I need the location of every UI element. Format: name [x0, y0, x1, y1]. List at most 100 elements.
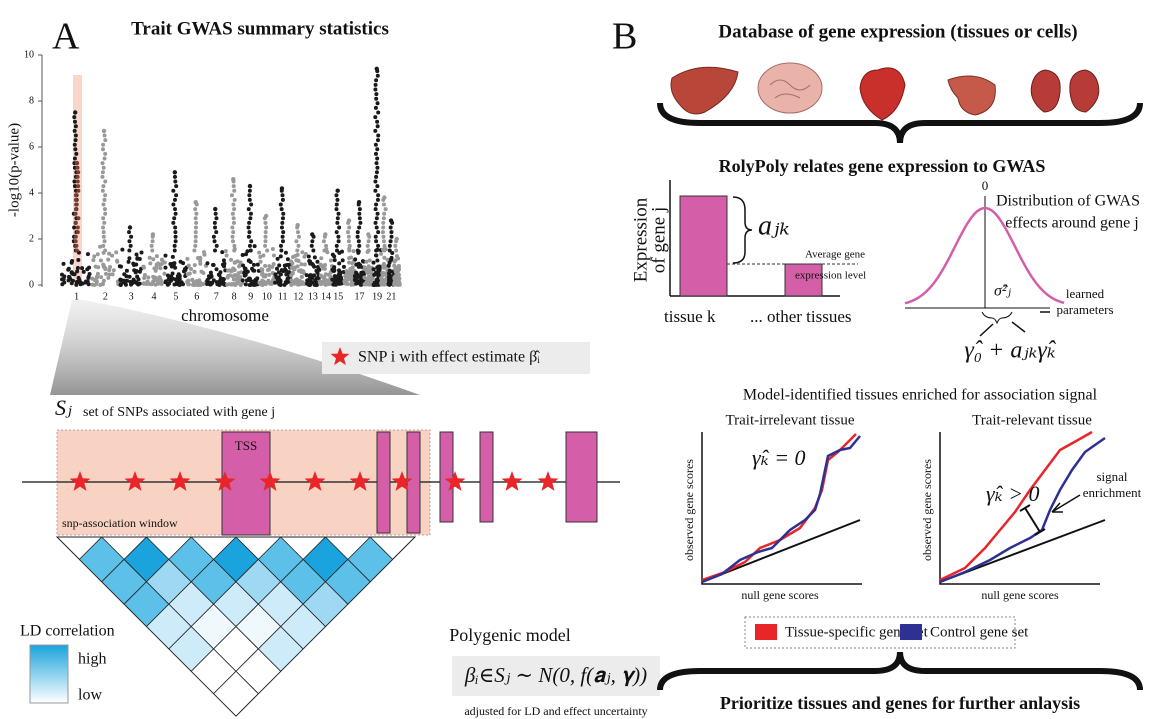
snp-dot: [101, 203, 105, 207]
snp-dot: [213, 221, 217, 225]
snp-dot: [285, 278, 289, 282]
snp-dot: [337, 269, 341, 273]
snp-dot: [376, 230, 380, 234]
snp-dot: [387, 264, 391, 268]
snp-dot: [280, 221, 284, 225]
snp-dot: [375, 278, 379, 282]
snp-dot: [348, 244, 352, 248]
snp-dot: [73, 147, 77, 151]
snp-dot: [74, 207, 78, 211]
snp-dot: [281, 230, 285, 234]
snp-dot: [124, 274, 128, 278]
snp-dot: [173, 266, 177, 270]
snp-dot: [383, 265, 387, 269]
snp-dot: [136, 283, 140, 287]
snp-dot: [103, 180, 107, 184]
snp-dot: [357, 244, 361, 248]
snp-dot: [264, 226, 268, 230]
snp-dot: [252, 263, 256, 267]
snp-dot: [335, 207, 339, 211]
snp-dot: [367, 249, 371, 253]
snp-dot: [94, 282, 98, 286]
snp-dot: [142, 282, 146, 286]
snp-dot: [322, 276, 326, 280]
snp-dot: [77, 276, 81, 280]
snp-dot: [74, 235, 78, 239]
tissue-bar: [680, 196, 727, 296]
snp-dot: [194, 226, 198, 230]
legend-swatch: [755, 624, 777, 640]
snp-dot: [135, 257, 139, 261]
snp-dot: [103, 207, 107, 211]
snp-dot: [347, 261, 351, 265]
snp-dot: [390, 256, 394, 260]
snp-dot: [374, 83, 378, 87]
snp-dot: [163, 266, 167, 270]
snp-dot: [273, 281, 277, 285]
snp-dot: [94, 265, 98, 269]
snp-dot: [86, 276, 90, 280]
y-tick-label: 8: [29, 95, 34, 106]
snp-dot: [102, 230, 106, 234]
snp-dot: [376, 193, 380, 197]
snp-dot: [151, 239, 155, 243]
snp-dot: [248, 198, 252, 202]
peak-snp: [347, 218, 351, 222]
conclusion: Prioritize tissues and genes for further…: [720, 693, 1080, 713]
snp-dot: [233, 260, 237, 264]
snp-dot: [389, 239, 393, 243]
snp-dot: [324, 272, 328, 276]
snp-dot: [281, 198, 285, 202]
snp-dot: [389, 230, 393, 234]
snp-dot: [74, 221, 78, 225]
snp-dot: [76, 166, 80, 170]
snp-dot: [74, 138, 78, 142]
snp-dot: [76, 226, 80, 230]
snp-dot: [146, 275, 150, 279]
snp-dot: [382, 212, 386, 216]
snp-dot: [232, 244, 236, 248]
snp-dot: [388, 244, 392, 248]
snp-dot: [76, 180, 80, 184]
peak-snp: [213, 207, 217, 211]
snp-dot: [76, 170, 80, 174]
kidney-icon: [1031, 70, 1060, 112]
snp-dot: [230, 282, 234, 286]
section-title: RolyPoly relates gene expression to GWAS: [719, 156, 1046, 176]
average-label: expression level: [795, 270, 866, 282]
snp-dot: [337, 280, 341, 284]
snp-dot: [233, 198, 237, 202]
snp-dot: [75, 203, 79, 207]
snp-dot: [96, 272, 100, 276]
snp-dot: [74, 198, 78, 202]
snp-dot: [103, 193, 107, 197]
snp-dot: [174, 239, 178, 243]
snp-dot: [194, 221, 198, 225]
snp-dot: [247, 226, 251, 230]
x-tick-label: 7: [214, 291, 219, 302]
snp-dot: [267, 273, 271, 277]
snp-dot: [129, 235, 133, 239]
snp-dot: [335, 230, 339, 234]
x-tick-label: 6: [194, 291, 199, 302]
qq-title: Trait-relevant tissue: [972, 412, 1092, 428]
snp-dot: [73, 143, 77, 147]
axis: [940, 432, 1100, 584]
snp-dot: [192, 249, 196, 253]
snp-dot: [171, 203, 175, 207]
snp-dot: [231, 212, 235, 216]
x-tick-label: 12: [293, 291, 303, 302]
snp-dot: [73, 157, 77, 161]
snp-dot: [174, 282, 178, 286]
snp-dot: [166, 283, 170, 287]
snp-dot: [127, 249, 131, 253]
snp-dot: [119, 283, 123, 287]
snp-dot: [212, 235, 216, 239]
snp-dot: [230, 226, 234, 230]
x-tick-label: 8: [232, 291, 237, 302]
page: {"panel_a":{"label":"A","title":"Trait G…: [0, 0, 1151, 719]
snp-dot: [74, 193, 78, 197]
snp-dot: [358, 221, 362, 225]
snp-dot: [376, 124, 380, 128]
peak-snp: [310, 232, 314, 236]
